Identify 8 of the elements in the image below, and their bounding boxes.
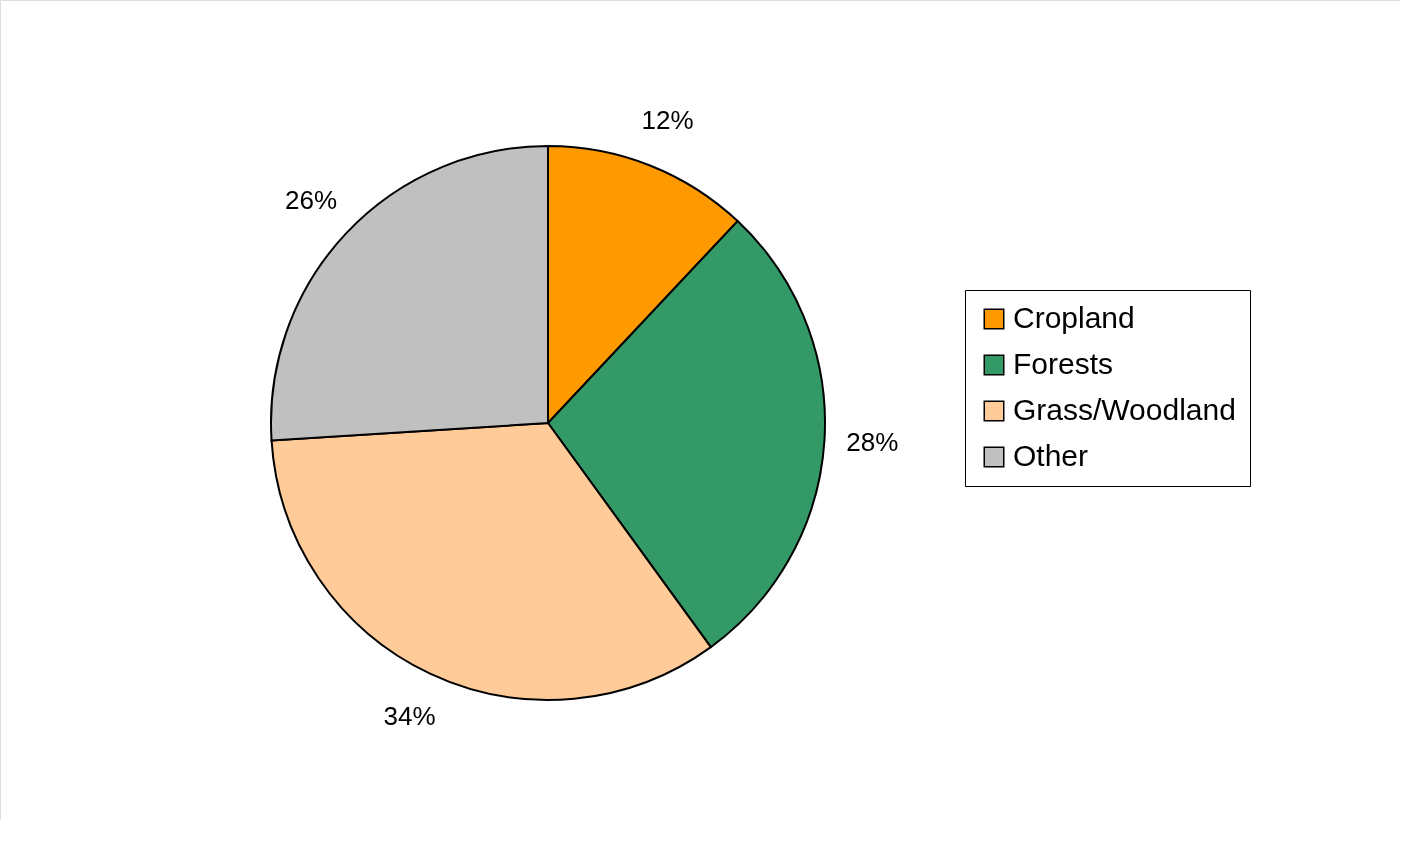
data-label: 26% [285,184,338,215]
legend-label: Grass/Woodland [1013,393,1236,426]
data-label: 12% [641,104,694,135]
legend-label: Cropland [1013,301,1135,334]
legend-label: Forests [1013,347,1114,380]
data-label: 34% [383,701,436,732]
legend-label: Other [1013,439,1089,472]
data-label: 28% [846,427,899,458]
